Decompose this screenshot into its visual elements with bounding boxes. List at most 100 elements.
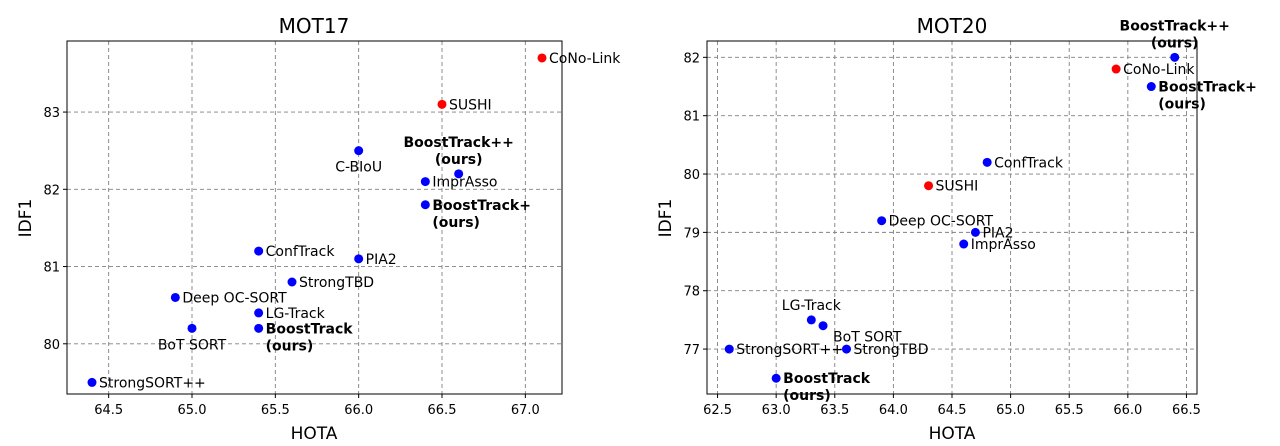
- point-label: BoostTrack: [266, 321, 354, 337]
- scatter-point: [354, 146, 364, 156]
- scatter-point: [354, 254, 364, 264]
- point-label: CoNo-Link: [549, 51, 621, 67]
- x-tick-label: 65.0: [178, 403, 207, 418]
- x-tick-label: 63.5: [820, 403, 849, 418]
- y-tick-label: 81: [683, 110, 700, 125]
- plot-frame: [66, 40, 563, 395]
- scatter-point: [254, 246, 264, 256]
- x-tick-label: 66.0: [1113, 403, 1142, 418]
- scatter-points: [724, 52, 1180, 383]
- scatter-point: [454, 169, 464, 179]
- point-label: ImprAsso: [971, 237, 1036, 253]
- scatter-point: [806, 315, 816, 325]
- scatter-point: [537, 53, 547, 63]
- point-label: BoostTrack++: [1120, 18, 1230, 34]
- point-labels: StrongSORT++ Deep OC-SORT BoT SORT ConfTrac…: [99, 51, 621, 391]
- scatter-point: [420, 200, 430, 210]
- scatter-point: [187, 323, 197, 333]
- scatter-point: [1111, 64, 1121, 74]
- x-tick-label: 63.0: [762, 403, 791, 418]
- point-label: ConfTrack: [994, 155, 1064, 171]
- point-label: LG-Track: [266, 306, 326, 322]
- y-tick-label: 80: [43, 338, 60, 353]
- x-axis-label: HOTA: [929, 424, 976, 444]
- point-label: SUSHI: [449, 97, 492, 113]
- point-label: StrongSORT++: [99, 375, 206, 391]
- scatter-point: [771, 373, 781, 383]
- x-tick-label: 64.0: [879, 403, 908, 418]
- point-label: (ours): [783, 388, 831, 404]
- scatter-point: [1170, 52, 1180, 62]
- scatter-point: [818, 321, 828, 331]
- point-label: ImprAsso: [432, 175, 497, 191]
- y-tick-label: 79: [683, 226, 700, 241]
- y-axis-label: IDF1: [656, 199, 676, 238]
- y-tick-label: 83: [43, 106, 60, 121]
- y-tick-label: 77: [683, 343, 700, 358]
- scatter-point: [877, 216, 887, 226]
- point-label: C-BIoU: [335, 160, 382, 176]
- grid-lines: [707, 41, 1197, 394]
- y-tick-label: 80: [683, 168, 700, 183]
- point-label: PIA2: [982, 225, 1013, 241]
- point-label: (ours): [435, 152, 483, 168]
- y-tick-label: 82: [683, 51, 700, 66]
- scatter-point: [287, 277, 297, 287]
- point-label: Deep OC-SORT: [889, 214, 994, 230]
- x-tick-label: 65.5: [1055, 403, 1084, 418]
- y-tick-label: 82: [43, 183, 60, 198]
- x-tick-label: 66.5: [428, 403, 457, 418]
- x-tick-label: 67.0: [511, 403, 540, 418]
- point-label: SUSHI: [936, 179, 979, 195]
- scatter-point: [437, 99, 447, 109]
- point-label: BoostTrack++: [403, 135, 513, 151]
- x-tick-label: 64.5: [94, 403, 123, 418]
- point-label: StrongTBD: [853, 342, 928, 358]
- point-label: StrongTBD: [299, 275, 374, 291]
- point-label: LG-Track: [782, 298, 842, 314]
- scatter-point: [254, 323, 264, 333]
- x-tick-label: 65.5: [261, 403, 290, 418]
- point-label: StrongSORT++: [736, 342, 843, 358]
- axis-ticks: 64.5 65.0 65.5 66.0 66.5 67.0 80 81 82 83: [43, 106, 539, 418]
- scatter-point: [959, 239, 969, 249]
- scatter-point: [1146, 82, 1156, 92]
- chart-title: MOT20: [917, 14, 988, 38]
- x-tick-label: 66.5: [1172, 403, 1201, 418]
- point-labels: StrongSORT++BoostTrack(ours)LG-TrackBoT …: [736, 18, 1257, 404]
- x-tick-label: 65.0: [996, 403, 1025, 418]
- point-label: (ours): [1151, 35, 1199, 51]
- y-tick-label: 78: [683, 285, 700, 300]
- x-tick-label: 64.5: [938, 403, 967, 418]
- point-label: PIA2: [366, 252, 397, 268]
- axis-ticks: 62.5 63.0 63.5 64.0 64.5 65.0 65.5 66.0 66.5 77 78…: [683, 51, 1200, 418]
- point-label: CoNo-Link: [1123, 62, 1195, 78]
- chart-title: MOT17: [279, 14, 350, 38]
- point-label: BoT SORT: [833, 330, 902, 346]
- x-tick-label: 62.5: [703, 403, 732, 418]
- scatter-point: [970, 227, 980, 237]
- chart-mot20: MOT20 StrongSORT++BoostTrack(ours)LG-Tra…: [656, 14, 1257, 444]
- chart-mot17: MOT17 StrongSORT++ Deep OC-SORT BoT SORT Co…: [16, 14, 621, 444]
- scatter-point: [924, 181, 934, 191]
- point-label: ConfTrack: [266, 244, 336, 260]
- scatter-point: [254, 308, 264, 318]
- point-label: (ours): [432, 215, 480, 231]
- scatter-points: [87, 53, 547, 387]
- x-tick-label: 66.0: [344, 403, 373, 418]
- scatter-point: [170, 292, 180, 302]
- y-axis-label: IDF1: [16, 199, 36, 238]
- x-axis-label: HOTA: [291, 424, 338, 444]
- point-label: BoT SORT: [158, 337, 227, 353]
- scatter-point: [724, 344, 734, 354]
- scatter-point: [420, 177, 430, 187]
- scatter-point: [982, 157, 992, 167]
- grid-lines: [67, 41, 562, 394]
- scatter-point: [87, 377, 97, 387]
- point-label: BoostTrack+: [432, 198, 531, 214]
- scatter-point: [841, 344, 851, 354]
- point-label: (ours): [266, 338, 314, 354]
- point-label: BoostTrack+: [1158, 80, 1257, 96]
- point-label: (ours): [1158, 97, 1206, 113]
